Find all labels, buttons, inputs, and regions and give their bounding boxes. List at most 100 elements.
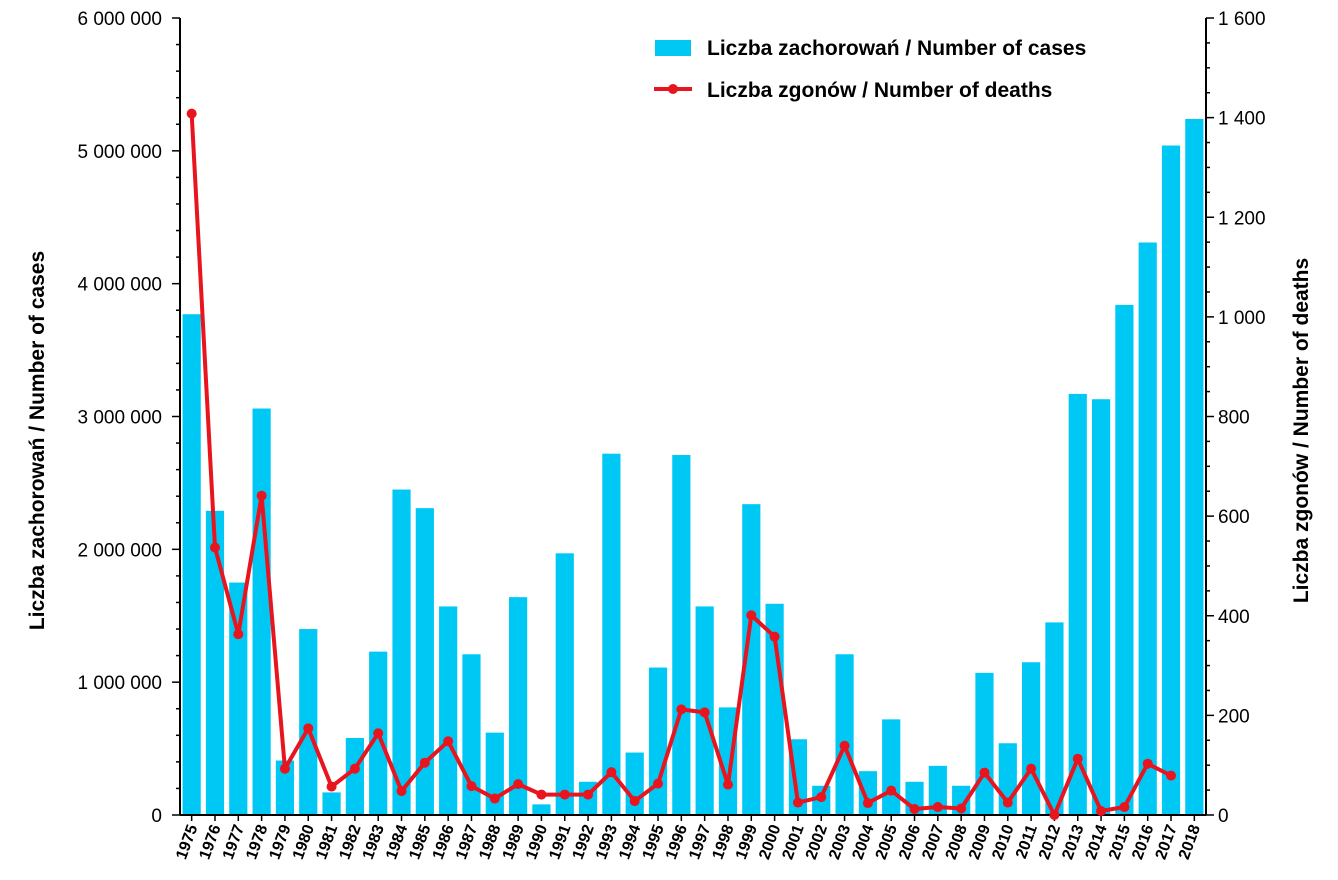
deaths-point-2004	[862, 798, 873, 809]
bar-1977	[229, 582, 248, 815]
bar-2004	[858, 771, 877, 815]
deaths-point-1996	[676, 704, 687, 715]
deaths-point-2016	[1142, 758, 1153, 769]
bar-2012	[1045, 622, 1064, 815]
line-series	[186, 108, 1177, 820]
bar-1979	[275, 760, 295, 815]
deaths-point-1980	[303, 723, 314, 734]
y-tick-label-right: 400	[1218, 607, 1250, 628]
bar-2009	[975, 672, 994, 815]
y-tick-label-right: 1 400	[1218, 109, 1266, 130]
y-axis-title-right: Liczba zgonów / Number of deaths	[1290, 258, 1313, 603]
bar-1993	[602, 453, 621, 815]
bar-1982	[345, 737, 364, 815]
bar-2005	[882, 719, 901, 815]
bar-2013	[1068, 393, 1087, 815]
y-tick-label-right: 0	[1218, 806, 1229, 827]
bar-1998	[718, 707, 738, 815]
deaths-point-1999	[746, 610, 757, 621]
bar-1978	[252, 408, 271, 815]
legend-swatch-cases	[655, 40, 691, 56]
deaths-point-1978	[256, 490, 267, 501]
bar-2014	[1091, 399, 1111, 815]
deaths-point-2002	[816, 792, 827, 803]
legend-swatch-deaths-marker	[668, 84, 678, 94]
deaths-point-1998	[722, 779, 733, 790]
y-tick-label-right: 1 200	[1218, 208, 1266, 229]
deaths-point-2017	[1166, 770, 1177, 781]
bar-1981	[322, 792, 341, 815]
bar-1986	[439, 606, 458, 815]
y-tick-label-right: 600	[1218, 507, 1250, 528]
bar-1996	[672, 455, 691, 815]
legend: Liczba zachorowań / Number of cases Liczb…	[654, 37, 1086, 102]
deaths-point-2013	[1072, 753, 1083, 764]
bar-1989	[509, 597, 528, 815]
bar-1976	[205, 510, 225, 815]
y-tick-label-left: 5 000 000	[77, 142, 162, 163]
legend-label-cases: Liczba zachorowań / Number of cases	[707, 37, 1086, 60]
bar-2017	[1161, 145, 1181, 815]
bar-2018	[1185, 118, 1204, 816]
deaths-point-2003	[839, 740, 850, 751]
deaths-point-1997	[699, 707, 710, 718]
deaths-point-2011	[1026, 763, 1037, 774]
y-tick-label-right: 1 600	[1218, 9, 1266, 30]
y-tick-label-left: 1 000 000	[77, 673, 162, 694]
deaths-point-2000	[769, 631, 780, 642]
deaths-point-1982	[349, 763, 360, 774]
bar-1975	[182, 314, 201, 815]
bar-1990	[532, 804, 551, 815]
y-tick-label-right: 1 000	[1218, 308, 1266, 329]
deaths-point-1991	[559, 789, 570, 800]
deaths-point-2006	[909, 804, 920, 815]
y-tick-label-left: 4 000 000	[77, 275, 162, 296]
deaths-point-1979	[279, 763, 290, 774]
deaths-point-1990	[536, 789, 547, 800]
bar-2016	[1138, 242, 1157, 815]
deaths-point-1976	[209, 542, 220, 553]
deaths-point-1981	[326, 781, 337, 792]
y-tick-label-right: 200	[1218, 706, 1250, 727]
deaths-point-1987	[466, 781, 477, 792]
deaths-point-2015	[1119, 802, 1130, 813]
deaths-point-1985	[419, 757, 430, 768]
bar-2007	[928, 765, 947, 815]
y-tick-label-left: 3 000 000	[77, 408, 162, 429]
deaths-point-2012	[1049, 810, 1060, 820]
deaths-point-1977	[233, 629, 244, 640]
bar-1980	[299, 629, 318, 815]
deaths-point-2009	[979, 767, 990, 778]
deaths-point-1975	[186, 108, 197, 119]
deaths-point-2008	[956, 803, 967, 814]
deaths-point-1988	[489, 793, 500, 804]
deaths-point-2010	[1002, 797, 1013, 808]
deaths-point-2005	[886, 785, 897, 796]
bar-2011	[1022, 662, 1041, 815]
legend-label-deaths: Liczba zgonów / Number of deaths	[707, 79, 1052, 102]
y-tick-label-right: 800	[1218, 408, 1250, 429]
y-tick-label-left: 2 000 000	[77, 540, 162, 561]
deaths-point-1995	[653, 778, 664, 789]
bar-1999	[742, 504, 761, 815]
bar-2015	[1115, 304, 1134, 815]
bar-1995	[648, 667, 668, 815]
bar-2003	[835, 654, 854, 815]
deaths-point-1983	[373, 728, 384, 739]
bar-1984	[392, 489, 411, 815]
deaths-point-1984	[396, 786, 407, 797]
deaths-point-1992	[583, 789, 594, 800]
bar-1991	[555, 553, 574, 815]
deaths-point-1989	[513, 779, 524, 790]
deaths-point-1993	[606, 767, 617, 778]
deaths-point-1994	[629, 796, 640, 807]
deaths-point-2007	[932, 802, 943, 813]
y-tick-label-left: 6 000 000	[77, 9, 162, 30]
deaths-point-1986	[443, 736, 454, 747]
y-tick-label-left: 0	[151, 806, 162, 827]
bar-1985	[415, 508, 434, 815]
deaths-point-2014	[1096, 806, 1107, 817]
deaths-point-2001	[792, 797, 803, 808]
y-axis-title-left: Liczba zachorowań / Number of cases	[26, 251, 49, 630]
